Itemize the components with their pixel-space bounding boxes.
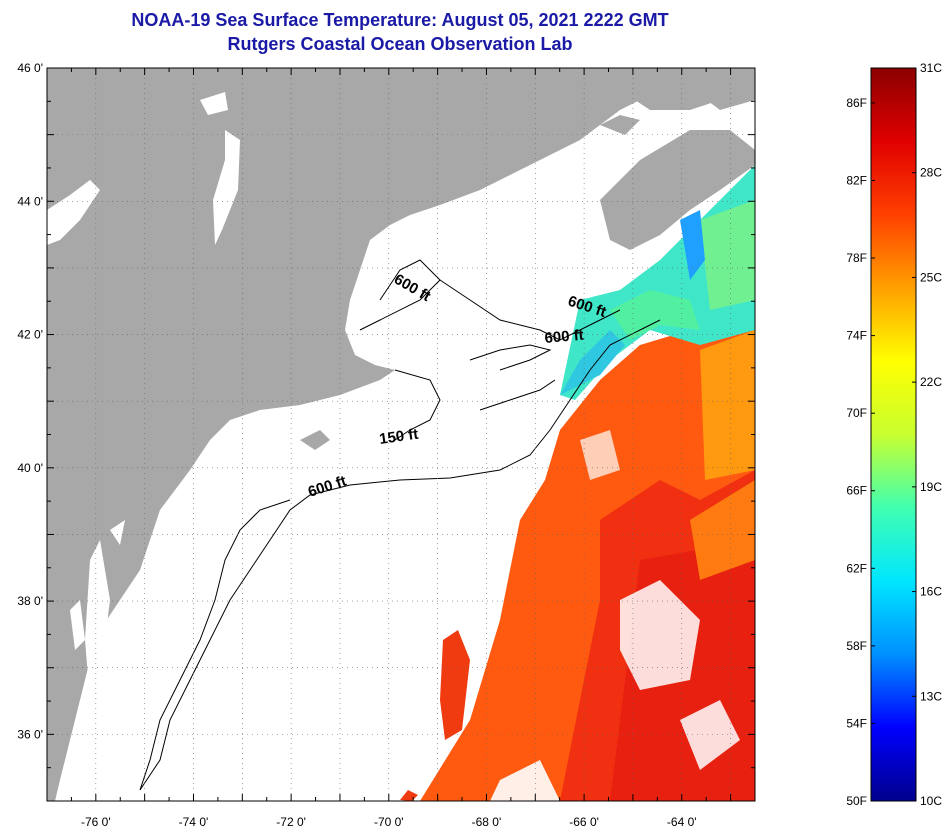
colorbar-c-label: 16C <box>920 585 942 599</box>
lat-tick-label: 46 0' <box>17 61 43 75</box>
lon-tick-label: -64 0' <box>667 815 697 829</box>
lon-tick-label: -72 0' <box>276 815 306 829</box>
colorbar-f-label: 62F <box>846 561 867 575</box>
colorbar-c-label: 13C <box>920 689 942 703</box>
colorbar-f-label: 74F <box>846 329 867 343</box>
land <box>47 68 755 801</box>
lat-tick-label: 44 0' <box>17 194 43 208</box>
colorbar-f-label: 70F <box>846 406 867 420</box>
lon-tick-label: -74 0' <box>179 815 209 829</box>
colorbar-c-label: 25C <box>920 270 942 284</box>
title-line-2: Rutgers Coastal Ocean Observation Lab <box>227 34 573 54</box>
contour-label-150ft: 150 ft <box>378 426 419 448</box>
lat-tick-label: 38 0' <box>17 594 43 608</box>
colorbar-c-label: 19C <box>920 480 942 494</box>
lat-tick-label: 42 0' <box>17 328 43 342</box>
colorbar-c-label: 28C <box>920 166 942 180</box>
colorbar-ticks <box>871 67 916 802</box>
colorbar-f-label: 54F <box>846 716 867 730</box>
colorbar-c-label: 10C <box>920 794 942 808</box>
map-title: NOAA-19 Sea Surface Temperature: August … <box>0 8 800 56</box>
colorbar-f-label: 78F <box>846 251 867 265</box>
colorbar: 86F 82F 78F 74F 70F 66F 62F 58F 54F 50F 31C 28C 25C… <box>846 61 942 808</box>
colorbar-f-label: 82F <box>846 173 867 187</box>
colorbar-f-label: 66F <box>846 484 867 498</box>
contour-label-600ft-northeast-channel: 600 ft <box>544 327 585 347</box>
colorbar-fahrenheit-labels: 86F 82F 78F 74F 70F 66F 62F 58F 54F 50F <box>846 96 867 808</box>
colorbar-f-label: 86F <box>846 96 867 110</box>
colorbar-c-label: 22C <box>920 375 942 389</box>
sst-field <box>400 165 755 801</box>
lon-tick-label: -68 0' <box>472 815 502 829</box>
inland-water <box>47 92 430 700</box>
grid-lines <box>47 68 755 801</box>
colorbar-c-label: 31C <box>920 61 942 75</box>
title-line-1: NOAA-19 Sea Surface Temperature: August … <box>131 10 669 30</box>
colorbar-scale <box>870 67 917 802</box>
lon-tick-label: -70 0' <box>374 815 404 829</box>
axis-labels: -76 0' -74 0' -72 0' -70 0' -68 0' -66 0' -64 … <box>17 61 696 829</box>
bathymetry-contours <box>139 259 661 791</box>
lon-tick-label: -76 0' <box>81 815 111 829</box>
colorbar-f-label: 58F <box>846 639 867 653</box>
lat-tick-label: 40 0' <box>17 461 43 475</box>
colorbar-celsius-labels: 31C 28C 25C 22C 19C 16C 13C 10C <box>920 61 942 808</box>
colorbar-f-label: 50F <box>846 794 867 808</box>
lon-tick-label: -66 0' <box>569 815 599 829</box>
lat-tick-label: 36 0' <box>17 727 43 741</box>
axis-ticks <box>46 67 756 802</box>
